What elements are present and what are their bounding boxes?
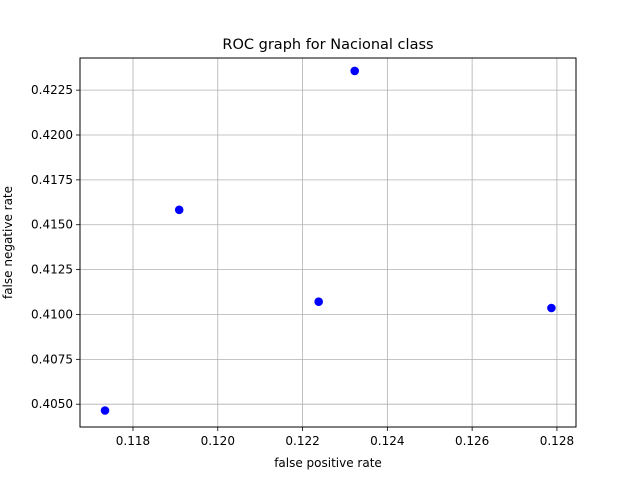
plot-frame xyxy=(79,57,577,428)
y-tick-label: 0.4050 xyxy=(31,397,73,411)
x-tick-label: 0.120 xyxy=(201,434,235,448)
y-axis-ticks: 0.4050 0.4075 0.4100 0.4125 0.4150 0.4175 0.42… xyxy=(31,83,80,411)
y-tick-label: 0.4200 xyxy=(31,128,73,142)
y-tick-label: 0.4125 xyxy=(31,263,73,277)
x-tick-label: 0.126 xyxy=(455,434,489,448)
data-point xyxy=(174,205,184,215)
x-tick-label: 0.128 xyxy=(540,434,574,448)
y-tick-label: 0.4100 xyxy=(31,307,73,321)
y-axis-label: false negative rate xyxy=(1,186,15,299)
x-axis-label: false positive rate xyxy=(274,456,382,470)
x-tick-label: 0.118 xyxy=(116,434,150,448)
grid-lines xyxy=(80,58,576,427)
x-tick-label: 0.122 xyxy=(285,434,319,448)
y-tick-label: 0.4175 xyxy=(31,173,73,187)
y-tick-label: 0.4075 xyxy=(31,352,73,366)
chart-title: ROC graph for Nacional class xyxy=(222,37,433,53)
data-points xyxy=(100,66,556,415)
y-tick-label: 0.4225 xyxy=(31,83,73,97)
x-axis-ticks: 0.118 0.120 0.122 0.124 0.126 0.128 xyxy=(116,427,574,448)
y-tick-label: 0.4150 xyxy=(31,218,73,232)
x-tick-label: 0.124 xyxy=(370,434,404,448)
data-point xyxy=(314,297,323,307)
data-point xyxy=(350,66,360,76)
data-point xyxy=(547,303,556,313)
data-point xyxy=(100,406,110,415)
